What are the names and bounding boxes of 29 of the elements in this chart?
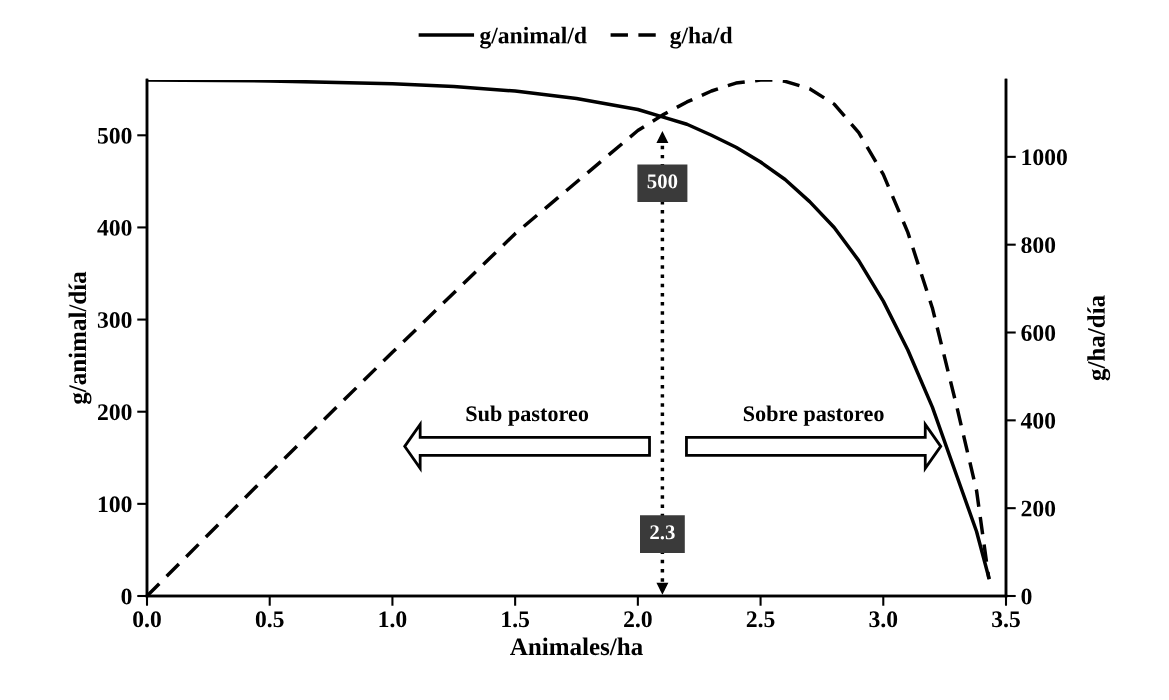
- x-tick-label: 1.0: [379, 611, 407, 628]
- y-tick-label: 100: [98, 496, 132, 513]
- y-tick-label: 400: [97, 219, 132, 236]
- annotation: 2.3: [650, 525, 675, 540]
- annotation: Sobre pastoreo: [743, 405, 884, 426]
- annotation: Sub pastoreo: [466, 405, 589, 426]
- y-tick-label: 500: [97, 127, 132, 144]
- y2-tick-label: 0: [1021, 588, 1032, 605]
- y2-tick-label: 1000: [1022, 149, 1067, 166]
- y2-tick-label: 600: [1021, 325, 1056, 341]
- legend-label: g/animal/d: [480, 26, 587, 49]
- x-tick-label: 3.5: [992, 611, 1020, 628]
- y2-tick-label: 400: [1020, 412, 1056, 429]
- y-tick-label: 200: [97, 404, 132, 421]
- y2-tick-label: 800: [1021, 237, 1056, 254]
- y-tick-label: 300: [97, 312, 132, 328]
- x-axis-title: Animales/ha: [510, 637, 643, 656]
- y-tick-label: 0: [121, 588, 132, 605]
- x-tick-label: 0.0: [133, 611, 161, 628]
- y2-tick-label: 200: [1021, 500, 1056, 517]
- legend-label: g/ha/d: [670, 26, 733, 49]
- x-tick-label: 0.5: [255, 611, 284, 628]
- x-tick-label: 1.5: [502, 611, 530, 628]
- y-axis-title: g/animal/día: [68, 271, 92, 405]
- annotation: 500: [647, 174, 678, 189]
- x-tick-label: 2.0: [624, 611, 652, 628]
- x-tick-label: 3.0: [869, 611, 898, 628]
- y2-axis-title: g/ha/día: [1087, 295, 1111, 381]
- x-tick-label: 2.5: [746, 611, 775, 628]
